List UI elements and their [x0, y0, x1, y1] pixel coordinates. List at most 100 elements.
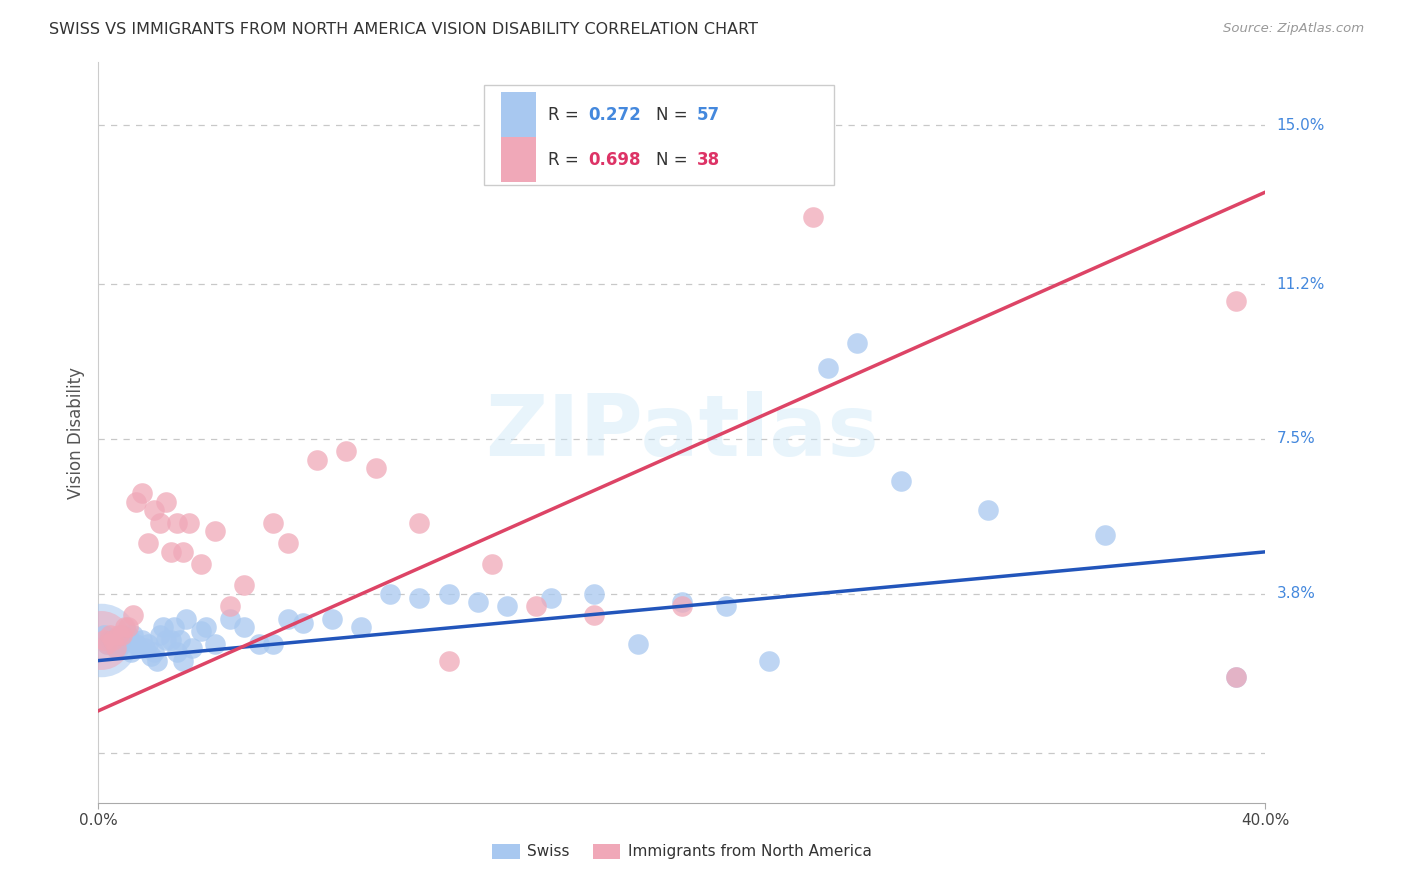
Point: [467, 595, 489, 609]
Point: [166, 516, 188, 530]
Point: [172, 545, 194, 559]
Point: [481, 558, 503, 572]
Point: [163, 620, 186, 634]
Point: [380, 587, 402, 601]
Point: [195, 620, 218, 634]
Point: [277, 612, 299, 626]
Point: [117, 620, 139, 634]
Text: 0.698: 0.698: [589, 151, 641, 169]
Point: [714, 599, 737, 614]
Point: [172, 654, 194, 668]
Point: [177, 516, 200, 530]
Point: [277, 536, 299, 550]
Point: [890, 474, 912, 488]
Text: R =: R =: [548, 105, 583, 124]
Point: [335, 444, 357, 458]
Point: [977, 503, 1000, 517]
Point: [801, 211, 824, 225]
Point: [204, 637, 226, 651]
Point: [98, 628, 121, 642]
Point: [166, 645, 188, 659]
Point: [307, 452, 329, 467]
Point: [1225, 670, 1247, 684]
Point: [437, 654, 460, 668]
Bar: [501, 93, 536, 136]
Point: [262, 516, 284, 530]
Point: [120, 645, 142, 659]
Text: 3.8%: 3.8%: [1277, 586, 1316, 601]
Point: [160, 632, 183, 647]
Point: [583, 587, 606, 601]
Point: [125, 494, 148, 508]
Point: [149, 628, 172, 642]
Point: [218, 612, 240, 626]
Text: SWISS VS IMMIGRANTS FROM NORTH AMERICA VISION DISABILITY CORRELATION CHART: SWISS VS IMMIGRANTS FROM NORTH AMERICA V…: [49, 22, 758, 37]
Text: 38: 38: [697, 151, 720, 169]
Point: [146, 654, 169, 668]
Point: [1225, 670, 1247, 684]
Point: [131, 632, 153, 647]
Point: [437, 587, 460, 601]
Point: [111, 628, 134, 642]
Point: [136, 637, 159, 651]
Point: [174, 612, 197, 626]
Point: [98, 632, 121, 647]
Point: [122, 607, 145, 622]
Point: [408, 591, 430, 605]
Point: [846, 335, 869, 350]
Point: [204, 524, 226, 538]
Point: [128, 640, 150, 655]
Point: [114, 620, 136, 634]
Point: [155, 494, 177, 508]
Point: [117, 628, 139, 642]
Point: [233, 578, 256, 592]
Text: N =: N =: [657, 105, 693, 124]
Point: [142, 645, 165, 659]
Point: [104, 640, 127, 655]
Point: [125, 637, 148, 651]
Point: [93, 632, 115, 647]
Point: [350, 620, 373, 634]
Text: R =: R =: [548, 151, 583, 169]
Point: [408, 516, 430, 530]
Point: [160, 545, 183, 559]
Point: [93, 628, 115, 642]
Point: [247, 637, 270, 651]
Point: [190, 558, 212, 572]
Text: N =: N =: [657, 151, 693, 169]
Legend: Swiss, Immigrants from North America: Swiss, Immigrants from North America: [486, 838, 877, 865]
Point: [1094, 528, 1116, 542]
FancyBboxPatch shape: [484, 85, 834, 185]
Point: [96, 637, 118, 651]
Point: [233, 620, 256, 634]
Point: [131, 486, 153, 500]
Text: 57: 57: [697, 105, 720, 124]
Point: [169, 632, 191, 647]
Text: 11.2%: 11.2%: [1277, 277, 1324, 292]
Point: [122, 628, 145, 642]
Point: [104, 640, 127, 655]
Point: [218, 599, 240, 614]
Point: [101, 632, 124, 647]
Text: 0.272: 0.272: [589, 105, 641, 124]
Point: [90, 632, 112, 647]
Point: [321, 612, 343, 626]
Point: [1225, 293, 1247, 308]
Point: [114, 632, 136, 647]
Y-axis label: Vision Disability: Vision Disability: [66, 367, 84, 499]
Point: [139, 649, 162, 664]
Point: [496, 599, 519, 614]
Point: [817, 360, 839, 375]
Point: [101, 637, 124, 651]
Point: [155, 632, 177, 647]
Point: [524, 599, 547, 614]
Text: ZIPatlas: ZIPatlas: [485, 391, 879, 475]
Point: [671, 599, 693, 614]
Point: [136, 536, 159, 550]
Bar: [501, 137, 536, 182]
Point: [96, 637, 118, 651]
Point: [364, 461, 387, 475]
Point: [190, 624, 212, 639]
Point: [134, 640, 156, 655]
Point: [262, 637, 284, 651]
